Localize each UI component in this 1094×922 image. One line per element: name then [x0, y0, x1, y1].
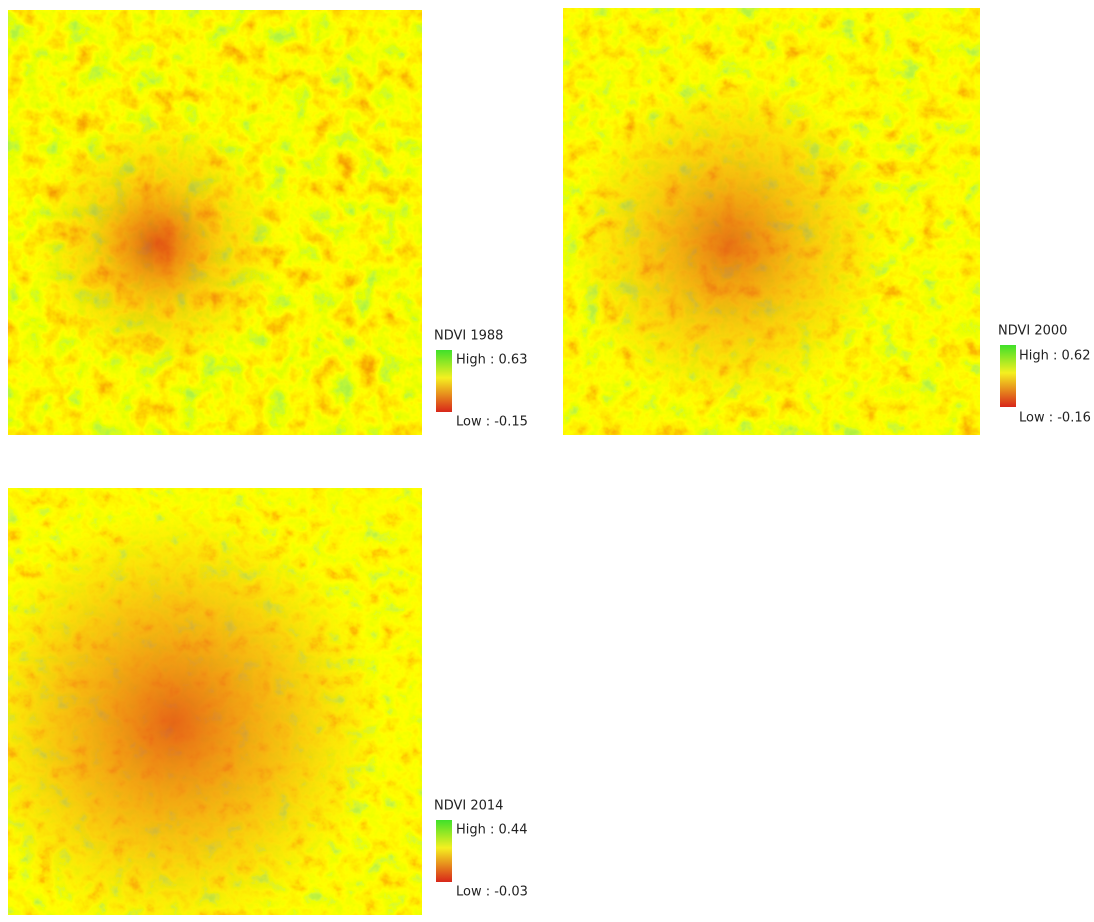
legend-2014: NDVI 2014 High : 0.44 Low : -0.03	[434, 799, 528, 900]
legend-low: Low : -0.15	[456, 415, 528, 430]
legend-1988: NDVI 1988 High : 0.63 Low : -0.15	[434, 329, 528, 430]
map-2000	[563, 8, 980, 435]
legend-title: NDVI 2014	[434, 799, 503, 814]
legend-ramp	[436, 350, 452, 412]
legend-high: High : 0.44	[456, 823, 527, 838]
legend-low: Low : -0.03	[456, 885, 528, 900]
legend-high: High : 0.63	[456, 353, 527, 368]
map-2014	[8, 488, 422, 915]
map-1988	[8, 10, 422, 435]
urban-area	[8, 488, 422, 915]
legend-title: NDVI 1988	[434, 329, 503, 344]
legend-title: NDVI 2000	[998, 324, 1067, 339]
legend-ramp	[1000, 345, 1016, 407]
legend-ramp	[436, 820, 452, 882]
legend-high: High : 0.62	[1019, 349, 1090, 364]
urban-area	[8, 10, 422, 435]
legend-2000: NDVI 2000 High : 0.62 Low : -0.16	[998, 324, 1091, 426]
urban-area	[563, 8, 980, 435]
legend-low: Low : -0.16	[1019, 411, 1091, 426]
